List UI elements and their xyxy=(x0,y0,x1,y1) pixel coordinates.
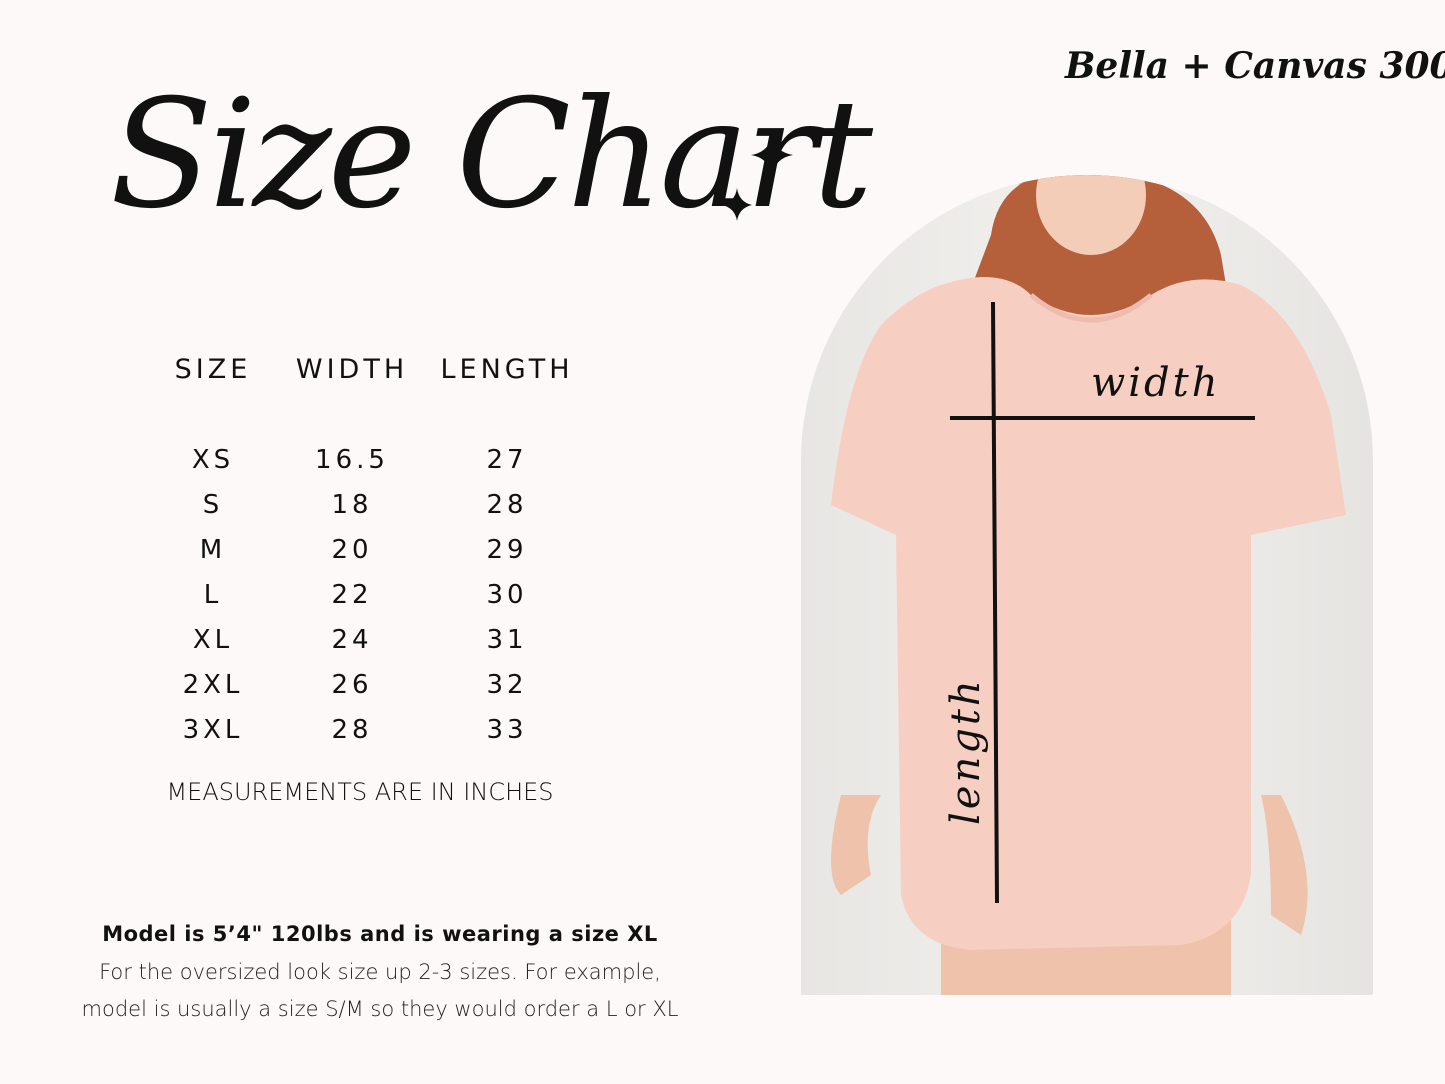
cell-size: XL xyxy=(192,625,234,655)
cell-width: 20 xyxy=(331,535,373,565)
cell-length: 33 xyxy=(486,715,528,745)
header-width: WIDTH xyxy=(295,354,409,385)
measurement-lines xyxy=(950,301,1255,904)
cell-length: 29 xyxy=(486,535,528,565)
model-info: Model is 5’4" 120lbs and is wearing a si… xyxy=(102,922,658,946)
cell-size: 2XL xyxy=(182,670,244,700)
shirt-illustration xyxy=(831,175,1346,995)
brand-label: Bella + Canvas 3001 xyxy=(1065,45,1445,87)
cell-width: 16.5 xyxy=(315,445,389,475)
cell-length: 28 xyxy=(486,490,528,520)
cell-length: 27 xyxy=(486,445,528,475)
header-length: LENGTH xyxy=(440,354,574,385)
cell-width: 26 xyxy=(331,670,373,700)
length-line xyxy=(991,301,999,904)
measurement-note: MEASUREMENTS ARE IN INCHES xyxy=(166,778,554,806)
sparkle-icon-small xyxy=(722,188,752,221)
cell-length: 31 xyxy=(486,625,528,655)
width-label: width xyxy=(1091,360,1221,406)
header-size: SIZE xyxy=(174,354,252,385)
model-photo: width length xyxy=(801,175,1373,995)
cell-size: 3XL xyxy=(182,715,244,745)
cell-size: S xyxy=(202,490,224,520)
fit-note-line2: model is usually a size S/M so they woul… xyxy=(81,997,679,1021)
cell-width: 18 xyxy=(331,490,373,520)
cell-width: 28 xyxy=(331,715,373,745)
cell-size: XS xyxy=(191,445,235,475)
sparkle-icon-large xyxy=(722,135,793,221)
fit-note-line1: For the oversized look size up 2-3 sizes… xyxy=(99,960,661,984)
cell-length: 30 xyxy=(486,580,528,610)
length-label: length xyxy=(943,677,989,825)
cell-size: L xyxy=(203,580,223,610)
cell-width: 22 xyxy=(331,580,373,610)
cell-size: M xyxy=(199,535,227,565)
cell-width: 24 xyxy=(331,625,373,655)
cell-length: 32 xyxy=(486,670,528,700)
